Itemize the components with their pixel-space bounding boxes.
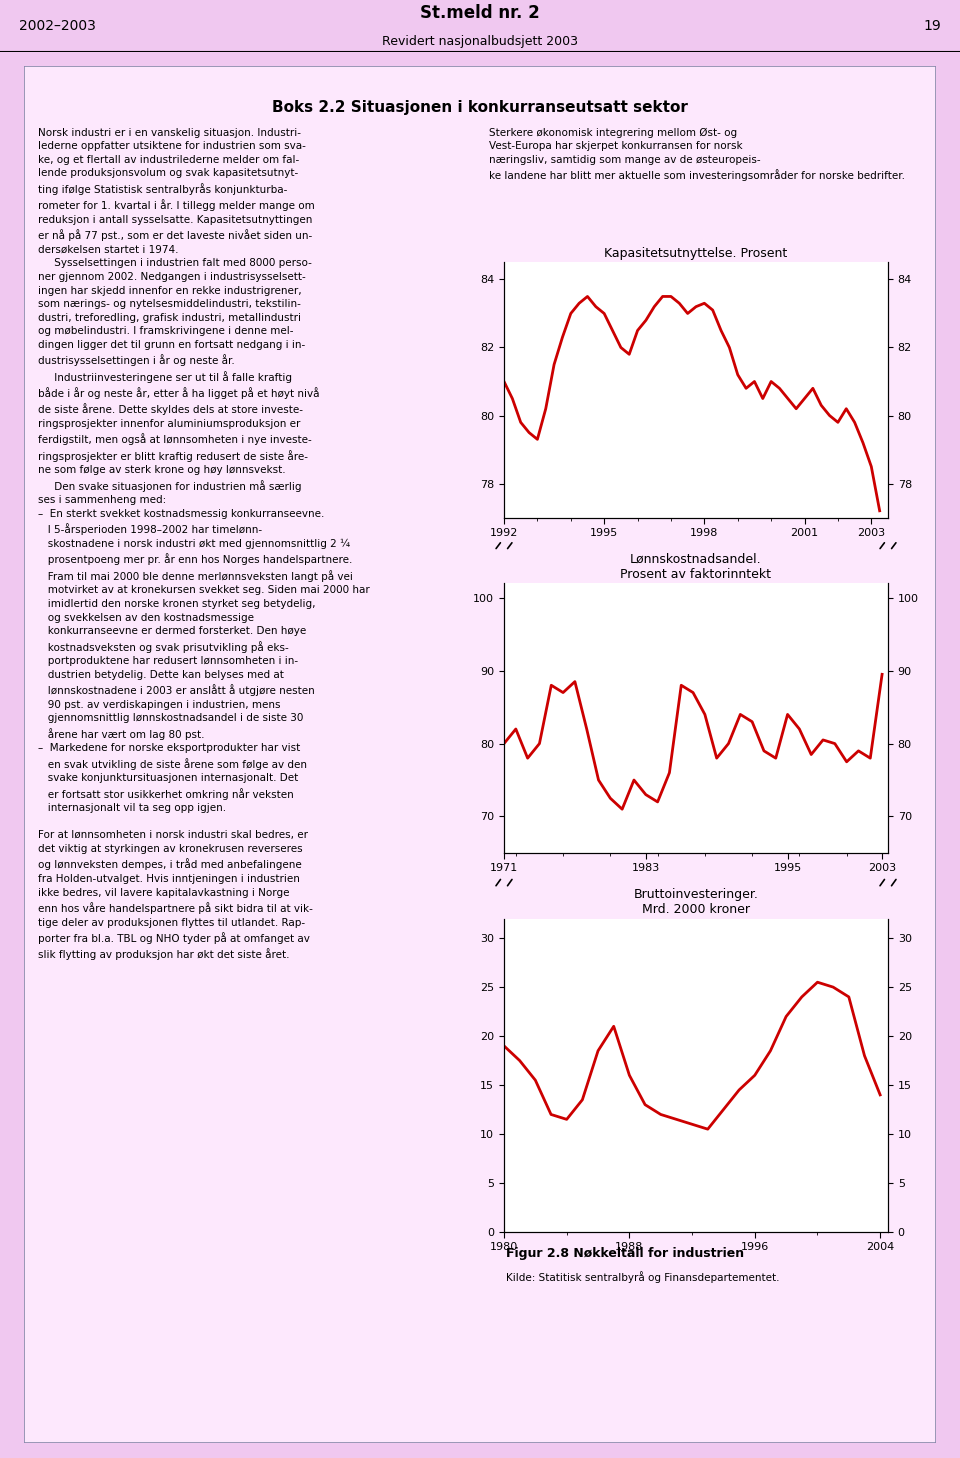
Text: Kilde: Statitisk sentralbyrå og Finansdepartementet.: Kilde: Statitisk sentralbyrå og Finansde… <box>506 1271 780 1283</box>
Title: Bruttoinvesteringer.
Mrd. 2000 kroner: Bruttoinvesteringer. Mrd. 2000 kroner <box>634 888 758 916</box>
Title: Lønnskostnadsandel.
Prosent av faktorinntekt: Lønnskostnadsandel. Prosent av faktorinn… <box>620 553 772 580</box>
Text: Figur 2.8 Nøkkeltall for industrien: Figur 2.8 Nøkkeltall for industrien <box>506 1247 744 1260</box>
Text: Revidert nasjonalbudsjett 2003: Revidert nasjonalbudsjett 2003 <box>382 35 578 48</box>
Text: 19: 19 <box>924 19 941 34</box>
Text: Sterkere økonomisk integrering mellom Øst- og
Vest-Europa har skjerpet konkurran: Sterkere økonomisk integrering mellom Øs… <box>489 128 905 181</box>
Text: 2002–2003: 2002–2003 <box>19 19 96 34</box>
Text: St.meld nr. 2: St.meld nr. 2 <box>420 4 540 22</box>
Text: Boks 2.2 Situasjonen i konkurranseutsatt sektor: Boks 2.2 Situasjonen i konkurranseutsatt… <box>272 101 688 115</box>
Title: Kapasitetsutnyttelse. Prosent: Kapasitetsutnyttelse. Prosent <box>605 246 787 260</box>
Text: Norsk industri er i en vanskelig situasjon. Industri-
lederne oppfatter utsikten: Norsk industri er i en vanskelig situasj… <box>37 128 370 961</box>
FancyBboxPatch shape <box>24 66 936 1443</box>
